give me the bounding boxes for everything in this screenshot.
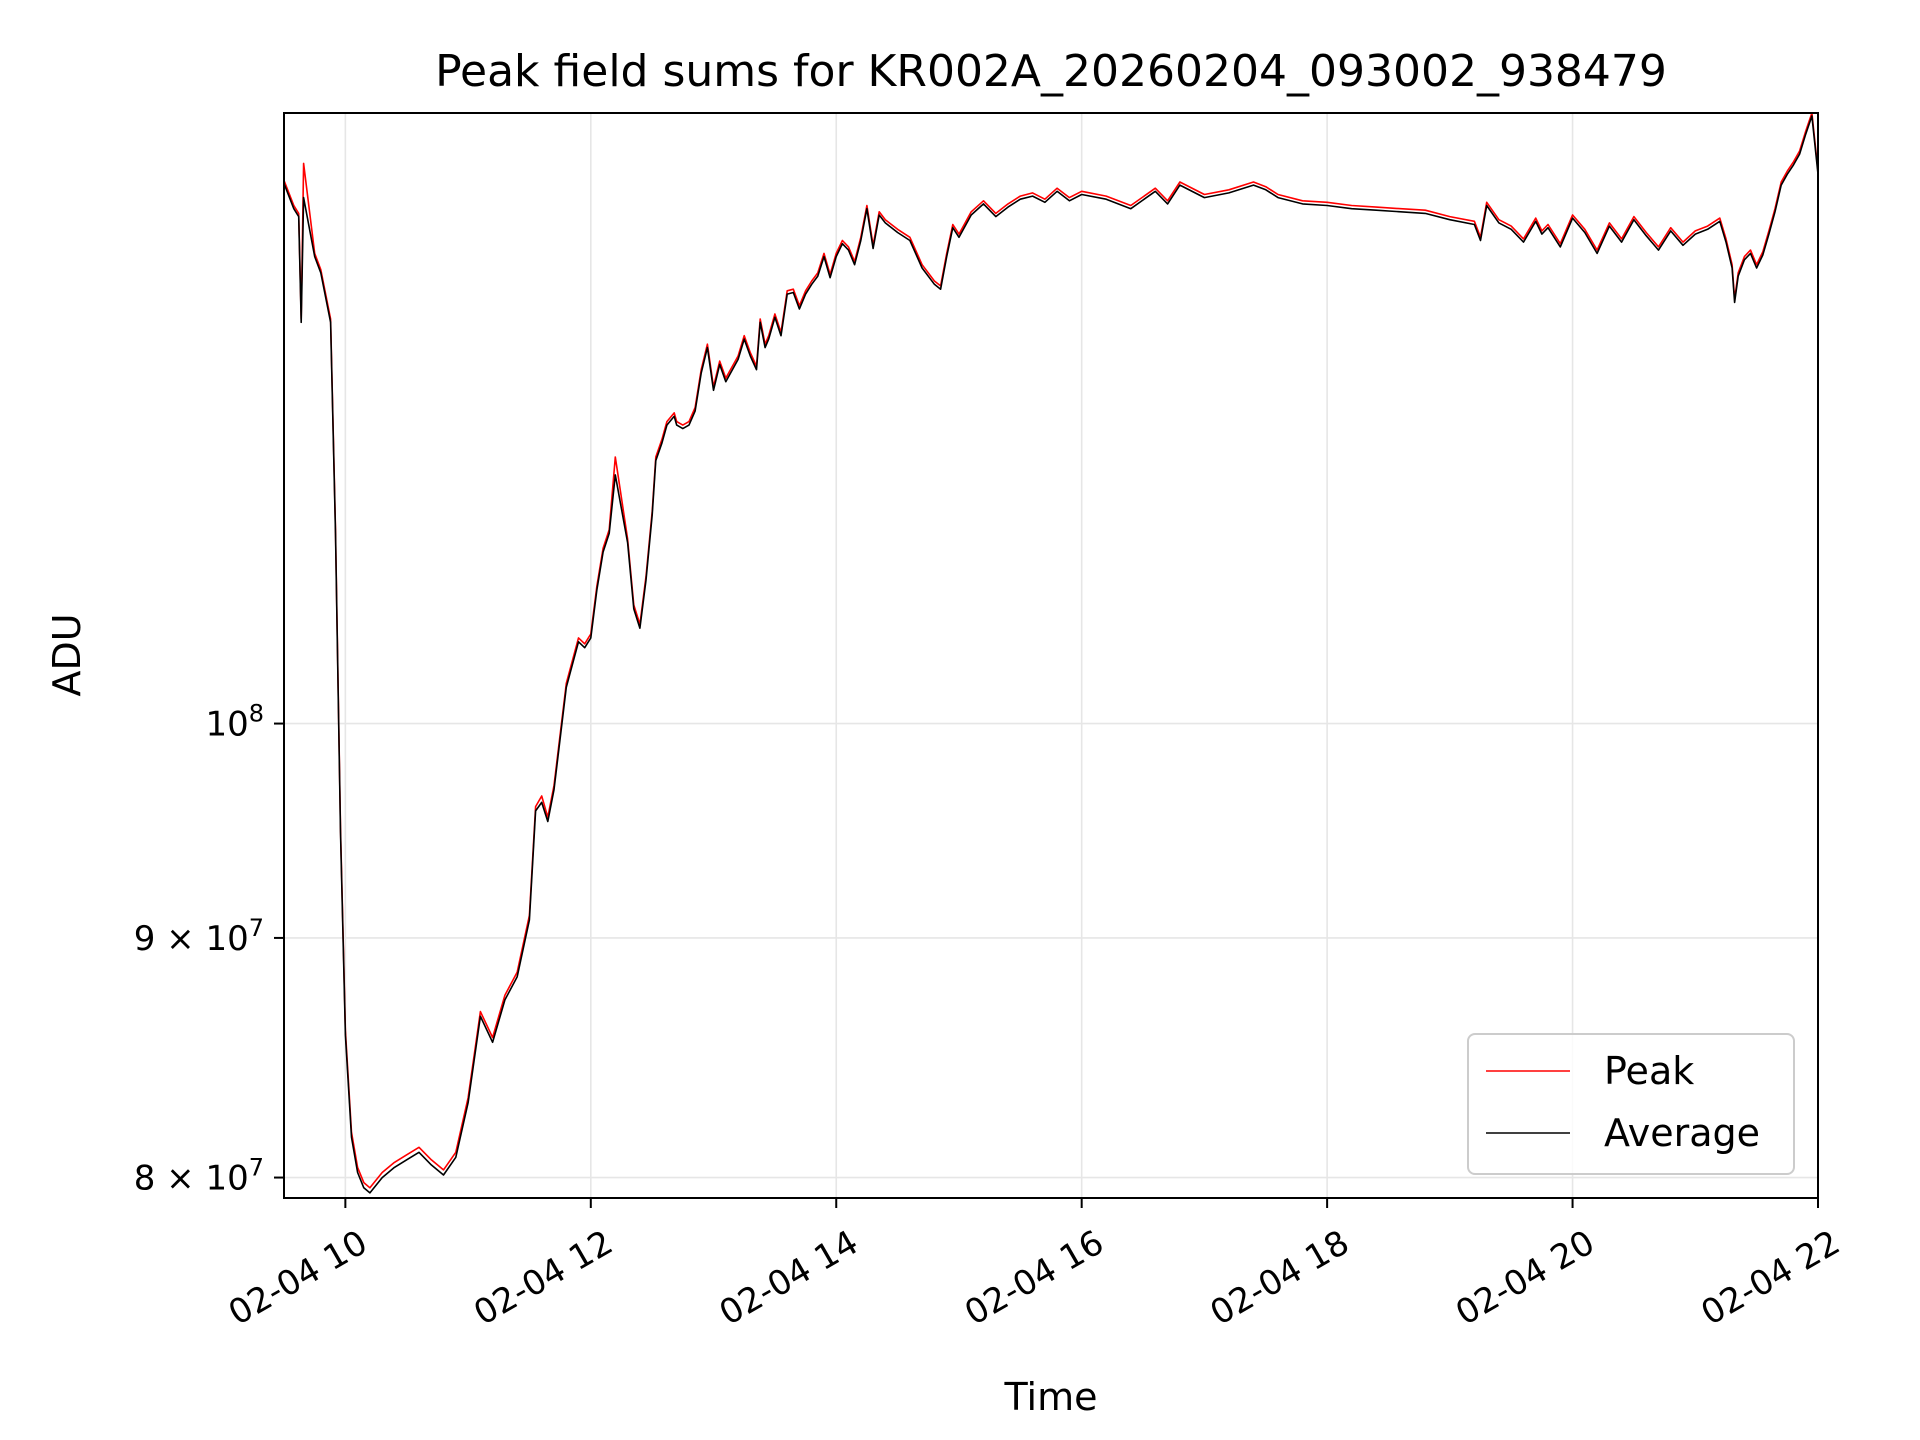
series-layer bbox=[283, 112, 1819, 1194]
plot-frame bbox=[283, 112, 1819, 1199]
y-tick-label-0: 8 × 107 bbox=[134, 1154, 264, 1199]
y-tick-label-2: 108 bbox=[205, 700, 264, 745]
series-line-average bbox=[283, 115, 1819, 1194]
legend-label-average: Average bbox=[1604, 1111, 1760, 1155]
legend-box bbox=[1467, 1033, 1795, 1175]
legend: Peak Average bbox=[1467, 1033, 1795, 1175]
y-tick-label-1: 9 × 107 bbox=[134, 914, 264, 959]
legend-label-peak: Peak bbox=[1604, 1049, 1694, 1093]
x-axis-label: Time bbox=[1004, 1375, 1098, 1419]
chart-title: Peak field sums for KR002A_20260204_0930… bbox=[435, 46, 1667, 97]
y-axis-label: ADU bbox=[45, 613, 89, 696]
